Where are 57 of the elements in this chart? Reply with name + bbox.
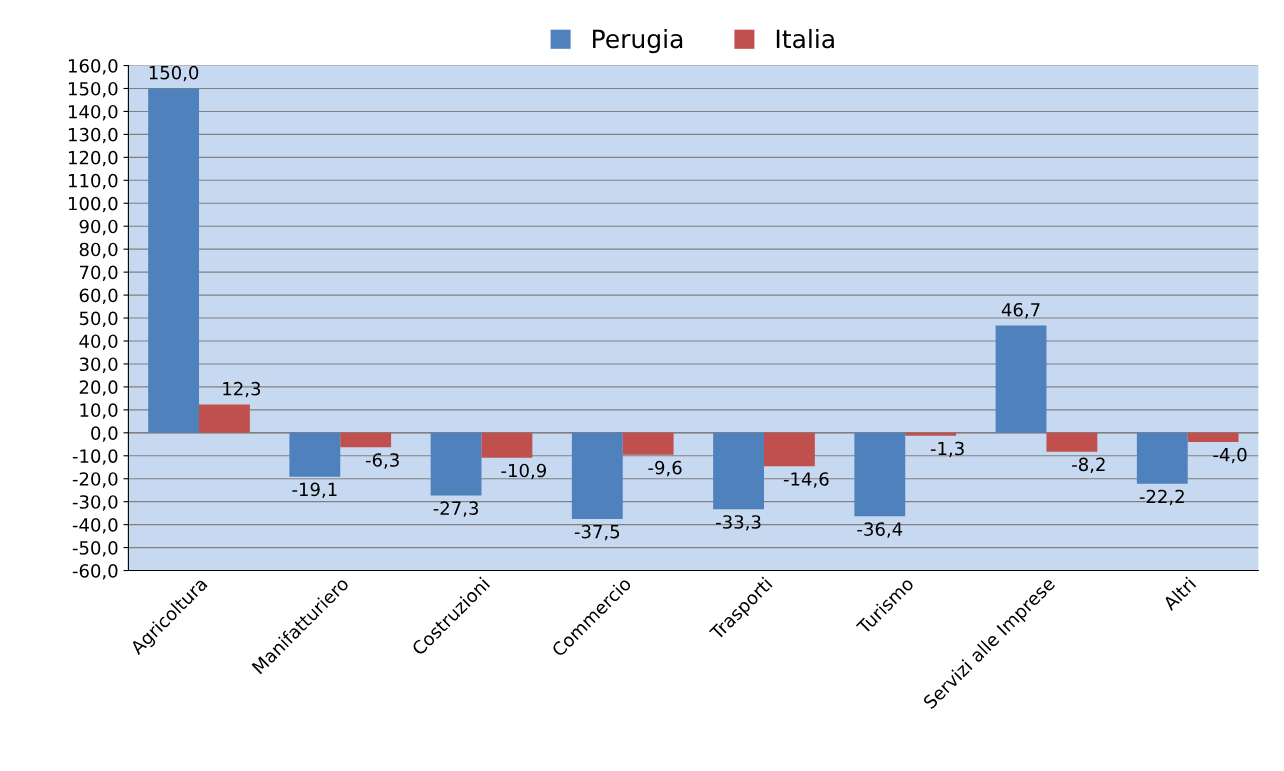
- y-tick-label: -10,0: [72, 449, 118, 465]
- data-label: -19,1: [292, 482, 337, 499]
- bar: [905, 432, 957, 436]
- bar: [1136, 432, 1188, 484]
- data-label: -1,3: [930, 441, 964, 458]
- y-tick-label: 20,0: [79, 380, 118, 396]
- y-tick-label: -60,0: [72, 564, 118, 580]
- y-tick-label: -40,0: [72, 518, 118, 534]
- y-tick-label: -50,0: [72, 541, 118, 557]
- data-label: 12,3: [223, 381, 261, 398]
- y-tick-label: 110,0: [68, 173, 118, 190]
- y-tick-label: 90,0: [79, 219, 118, 236]
- bar: [199, 404, 250, 433]
- y-tick-label: 130,0: [68, 127, 118, 144]
- bar: [571, 432, 623, 519]
- data-label: 46,7: [1001, 302, 1040, 319]
- y-tick-label: 160,0: [68, 58, 118, 75]
- data-label: -22,2: [1139, 489, 1184, 506]
- y-tick-label: 30,0: [79, 357, 118, 373]
- y-tick-label: 0,0: [91, 426, 118, 442]
- bar: [340, 432, 392, 448]
- data-label: -27,3: [433, 501, 478, 517]
- data-label: -6,3: [365, 453, 399, 469]
- y-tick-label: -20,0: [72, 472, 118, 488]
- bar: [148, 88, 200, 433]
- data-label: -9,6: [648, 460, 682, 477]
- data-label: -36,4: [857, 522, 903, 538]
- y-tick-label: 10,0: [80, 403, 118, 419]
- bar: [289, 432, 341, 477]
- bar: [763, 432, 815, 467]
- bar: [713, 432, 764, 510]
- data-label: -8,2: [1072, 457, 1105, 474]
- y-tick-label: 140,0: [68, 104, 118, 121]
- y-tick-label: 60,0: [79, 288, 118, 305]
- data-label: -37,5: [574, 524, 620, 541]
- data-label: -4,0: [1213, 447, 1247, 464]
- y-tick-label: 100,0: [68, 196, 118, 213]
- bar: [854, 432, 906, 517]
- y-tick-label: 40,0: [79, 334, 118, 350]
- legend-label: Perugia: [593, 28, 683, 54]
- bar: [430, 432, 482, 496]
- bar: [995, 325, 1047, 433]
- y-tick-label: 120,0: [68, 150, 118, 167]
- data-label: -14,6: [783, 472, 829, 488]
- data-label: -33,3: [716, 515, 761, 531]
- y-tick-label: 150,0: [68, 81, 118, 98]
- y-tick-label: 50,0: [79, 311, 118, 327]
- y-tick-label: -30,0: [72, 495, 118, 511]
- data-label: -10,9: [501, 463, 546, 480]
- bar: [481, 432, 533, 458]
- data-label: 150,0: [149, 65, 199, 82]
- y-tick-label: 80,0: [79, 242, 118, 259]
- bar: [1187, 432, 1239, 442]
- y-tick-label: 70,0: [79, 265, 118, 282]
- bar: [1046, 432, 1098, 452]
- legend-label: Italia: [776, 28, 834, 49]
- bar: [622, 432, 674, 455]
